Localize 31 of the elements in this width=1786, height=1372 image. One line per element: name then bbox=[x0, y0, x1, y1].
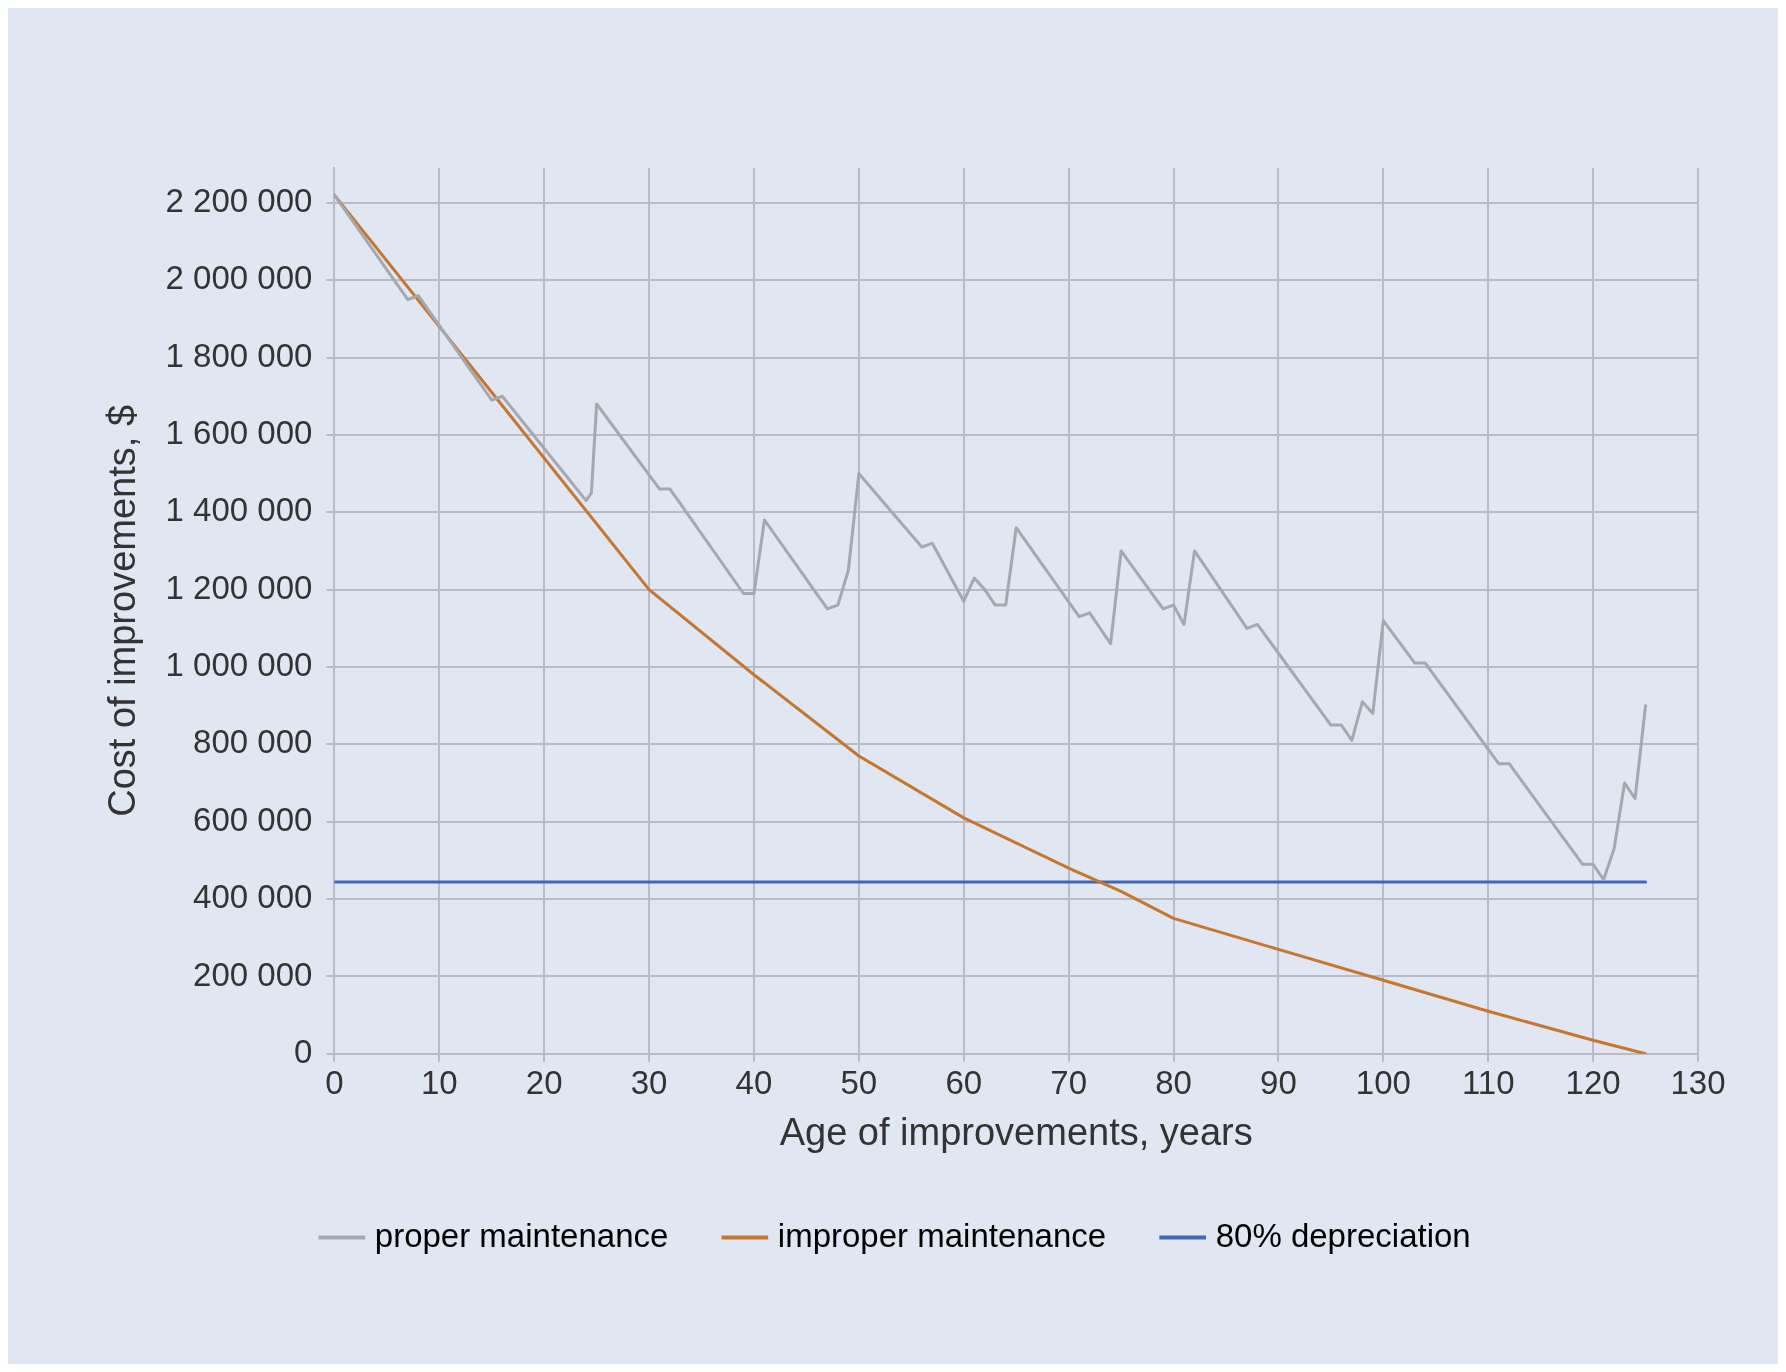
x-tick-label: 100 bbox=[1355, 1063, 1411, 1101]
y-tick-label: 800 000 bbox=[193, 723, 313, 761]
x-tick-label: 0 bbox=[325, 1063, 344, 1101]
x-tick-label: 40 bbox=[735, 1063, 773, 1101]
y-tick-label: 200 000 bbox=[193, 955, 313, 993]
y-tick-label: 1 800 000 bbox=[165, 336, 313, 374]
x-tick-label: 60 bbox=[945, 1063, 983, 1101]
x-tick-label: 90 bbox=[1260, 1063, 1297, 1101]
legend-label: proper maintenance bbox=[374, 1216, 669, 1254]
x-tick-label: 20 bbox=[525, 1063, 563, 1101]
y-tick-label: 1 000 000 bbox=[165, 646, 313, 684]
y-tick-label: 2 000 000 bbox=[165, 259, 313, 297]
x-tick-label: 130 bbox=[1670, 1063, 1726, 1101]
x-tick-label: 70 bbox=[1050, 1063, 1088, 1101]
y-tick-label: 1 400 000 bbox=[165, 491, 313, 529]
y-tick-label: 400 000 bbox=[193, 878, 313, 916]
y-tick-label: 0 bbox=[294, 1032, 313, 1070]
x-tick-label: 50 bbox=[840, 1063, 878, 1101]
y-axis-title: Cost of improvements, $ bbox=[101, 404, 144, 817]
x-axis-title: Age of improvements, years bbox=[779, 1110, 1253, 1153]
x-tick-label: 110 bbox=[1461, 1063, 1515, 1101]
x-tick-label: 30 bbox=[630, 1063, 668, 1101]
legend-label: 80% depreciation bbox=[1215, 1216, 1471, 1254]
y-tick-label: 600 000 bbox=[193, 800, 313, 838]
y-tick-label: 1 600 000 bbox=[165, 413, 313, 451]
x-tick-label: 80 bbox=[1155, 1063, 1192, 1101]
y-tick-label: 1 200 000 bbox=[165, 568, 313, 606]
x-tick-label: 10 bbox=[420, 1063, 458, 1101]
legend-label: improper maintenance bbox=[777, 1216, 1107, 1254]
x-tick-label: 120 bbox=[1565, 1063, 1621, 1101]
y-tick-label: 2 200 000 bbox=[165, 181, 313, 219]
